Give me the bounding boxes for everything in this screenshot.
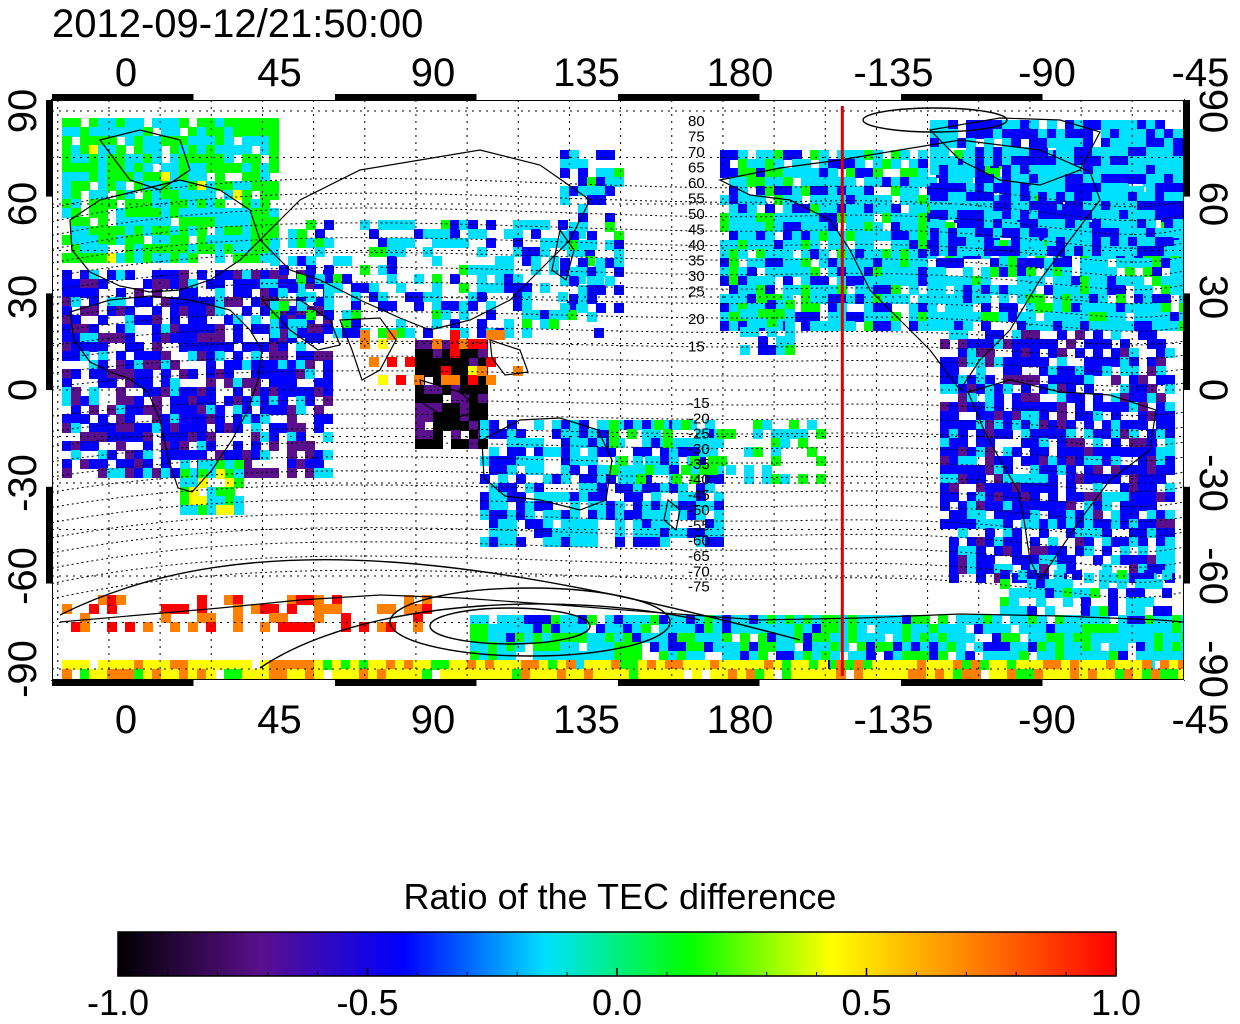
bottom-lon-label: -45 [1172,698,1230,742]
contour-label: -75 [688,579,710,596]
contour-label: -60 [688,533,710,550]
colorbar-tick-label: 0.5 [841,982,892,1023]
bottom-lon-label: 180 [707,698,774,742]
top-lon-label: 0 [115,51,137,95]
colorbar-tick-label: 1.0 [1090,982,1142,1023]
left-lat-label: -60 [1,547,45,605]
contour-label: 20 [688,311,705,328]
right-lat-label: -30 [1191,454,1235,512]
top-lon-label: 45 [257,51,302,95]
magnetic-latitude-contours [52,177,1184,600]
contour-label: 45 [688,222,705,239]
bottom-lon-label: 90 [411,698,456,742]
contour-label: 50 [688,206,705,223]
contour-label: -30 [688,441,710,458]
left-lat-label: -90 [1,640,45,698]
bottom-lon-label: 0 [115,698,137,742]
contour-label: -15 [688,395,710,412]
contour-label: -55 [688,517,710,534]
right-lat-label: -60 [1191,547,1235,605]
left-lat-label: 0 [1,379,45,401]
contour-label: 25 [688,284,705,301]
right-lat-label: -90 [1191,640,1235,698]
right-lat-label: 60 [1191,182,1235,227]
colorbar-tick-label: -0.5 [336,982,399,1023]
colorbar-tick-label: 0.0 [591,982,643,1023]
right-lat-label: 90 [1191,89,1235,134]
right-lat-label: 0 [1191,379,1235,401]
contour-label: -25 [688,426,710,443]
colorbar-title: Ratio of the TEC difference [403,876,837,917]
frame-bars [46,94,1190,686]
contour-label: 55 [688,191,705,208]
bottom-lon-label: -90 [1018,698,1076,742]
coastlines [59,117,1184,623]
contour-label: 30 [688,268,705,285]
contour-label: 15 [688,339,705,356]
bottom-lon-label: 135 [553,698,620,742]
contour-label: 80 [688,113,705,130]
left-lat-label: 90 [1,89,45,134]
contour-label: 75 [688,129,705,146]
colorbar-tick-label: -1.0 [86,982,150,1023]
contour-label: -70 [688,563,710,580]
top-lon-label: -90 [1018,51,1076,95]
contour-label: 40 [688,237,705,254]
contour-label: -65 [688,548,710,565]
bottom-lon-label: 45 [257,698,302,742]
contour-label: 70 [688,144,705,161]
timestamp: 2012-09-12/21:50:00 [52,2,424,46]
map-body [52,100,1184,680]
contour-label: 65 [688,160,705,177]
contour-label: -50 [688,502,710,519]
contour-label: 60 [688,175,705,192]
axis-tick-labels: 0 45 90 135 180 -135 -90 -450 45 90 135 180 -135 -90-… [1,51,1235,742]
left-lat-label: 60 [1,182,45,227]
right-lat-label: 30 [1191,275,1235,320]
top-lon-label: -45 [1172,51,1230,95]
tec-data-patches [62,118,1184,679]
bottom-lon-label: -135 [853,698,933,742]
graticule [52,100,1184,680]
top-lon-label: 135 [553,51,620,95]
top-lon-label: -135 [853,51,933,95]
contour-label: -20 [688,410,710,427]
left-lat-label: 30 [1,275,45,320]
contour-label: 35 [688,253,705,270]
top-lon-label: 90 [411,51,456,95]
top-lon-label: 180 [707,51,774,95]
contour-label: -40 [688,472,710,489]
contour-label: -45 [688,487,710,504]
contour-label: -35 [688,456,710,473]
left-lat-label: -30 [1,454,45,512]
